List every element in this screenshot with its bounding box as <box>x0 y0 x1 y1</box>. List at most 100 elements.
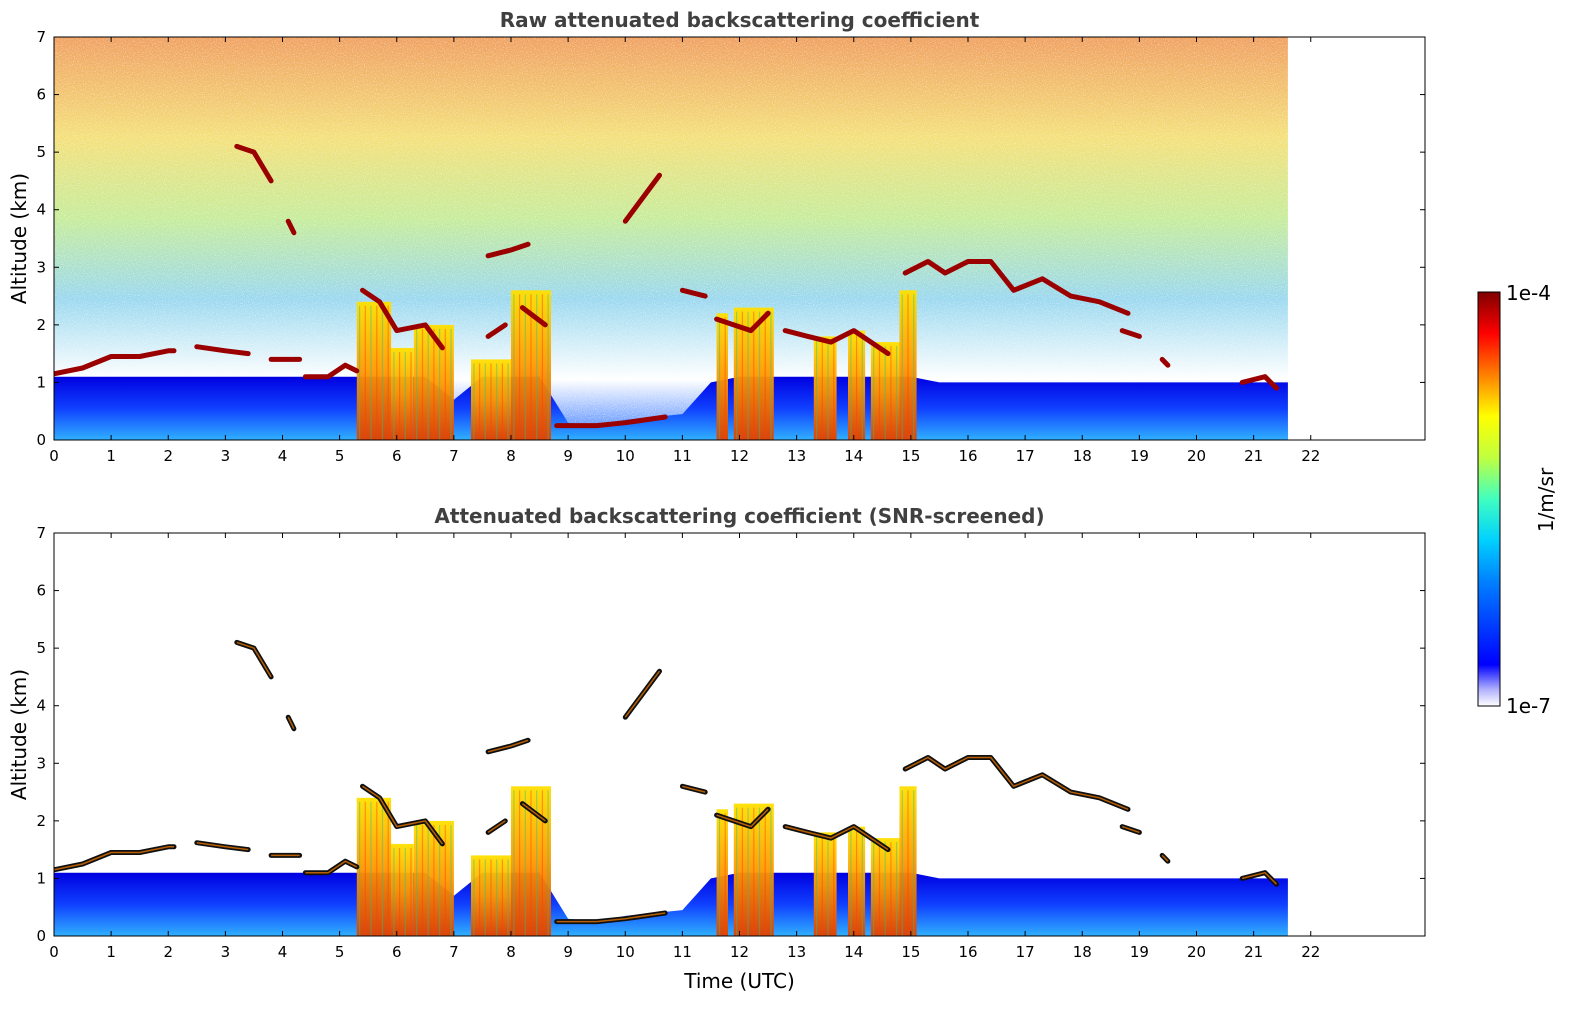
y-tick-label: 2 <box>36 812 46 830</box>
x-tick-label: 22 <box>1301 943 1320 961</box>
precipitation-column <box>716 313 728 440</box>
cloud-layer-edge <box>287 716 295 730</box>
precipitation-column <box>471 855 511 936</box>
colorbar-scale <box>1477 291 1501 707</box>
cloud-layer <box>782 328 891 357</box>
x-tick-label: 20 <box>1187 943 1206 961</box>
precipitation-column <box>848 826 866 936</box>
y-tick-label: 3 <box>36 754 46 772</box>
y-tick-label: 6 <box>36 86 46 104</box>
cloud-layer <box>194 344 251 357</box>
cloud-layer-edge <box>1242 871 1278 885</box>
x-tick-label: 8 <box>506 943 516 961</box>
cloud-layer <box>679 287 708 299</box>
precipitation-column <box>870 838 900 936</box>
plot-area-1 <box>54 37 1288 440</box>
chart-title: Attenuated backscattering coefficient (S… <box>434 504 1044 528</box>
precipitation-column <box>413 324 454 440</box>
cloud-layer-edge <box>716 808 769 828</box>
cloud-layer <box>1239 374 1279 391</box>
cloud-layer-edge <box>196 841 249 851</box>
cloud-layer-edge <box>487 739 529 753</box>
cloud-layer <box>54 348 177 377</box>
x-tick-label: 3 <box>221 943 231 961</box>
y-tick-label: 5 <box>36 143 46 161</box>
y-tick-label: 1 <box>36 869 46 887</box>
precipitation-column <box>391 843 414 936</box>
x-tick-label: 4 <box>278 447 288 465</box>
precipitation-column <box>356 797 392 936</box>
y-tick-label: 2 <box>36 316 46 334</box>
y-tick-label: 6 <box>36 582 46 600</box>
x-tick-label: 8 <box>506 447 516 465</box>
cloud-layer-edge <box>1161 854 1169 862</box>
x-tick-label: 5 <box>335 447 345 465</box>
y-axis-label: Altitude (km) <box>7 173 31 304</box>
x-tick-label: 16 <box>958 943 977 961</box>
x-tick-label: 10 <box>616 943 635 961</box>
x-axis-label: Time (UTC) <box>683 969 795 993</box>
x-tick-label: 20 <box>1187 447 1206 465</box>
plot-area-2 <box>54 639 1288 936</box>
x-tick-label: 10 <box>616 447 635 465</box>
x-tick-label: 9 <box>563 447 573 465</box>
y-tick-label: 3 <box>36 258 46 276</box>
x-tick-label: 18 <box>1073 447 1092 465</box>
cloud-layer <box>360 287 445 351</box>
noise-speckle <box>54 37 1288 440</box>
y-tick-label: 7 <box>36 28 46 46</box>
x-tick-label: 5 <box>335 943 345 961</box>
cloud-layer-edge <box>624 670 661 718</box>
x-tick-label: 17 <box>1016 447 1035 465</box>
y-tick-label: 7 <box>36 524 46 542</box>
precipitation-column <box>899 786 917 936</box>
x-tick-label: 21 <box>1244 447 1263 465</box>
cloud-layer-edge <box>521 803 546 822</box>
cloud-layer-edge <box>785 825 889 851</box>
x-tick-label: 11 <box>673 943 692 961</box>
precipitation-column <box>413 820 454 936</box>
cloud-layer-edge <box>556 912 666 923</box>
x-tick-label: 1 <box>106 943 116 961</box>
x-tick-label: 7 <box>449 943 459 961</box>
x-tick-label: 18 <box>1073 943 1092 961</box>
boundary-layer <box>54 872 1288 936</box>
cloud-layer-edge <box>1121 825 1140 834</box>
cloud-layer <box>902 259 1131 316</box>
x-tick-label: 1 <box>106 447 116 465</box>
precipitation-column <box>870 342 900 440</box>
colorbar: 1e-4 1e-7 1/m/sr <box>1477 281 1558 718</box>
x-tick-label: 15 <box>901 943 920 961</box>
cloud-layer <box>302 362 360 380</box>
y-tick-label: 0 <box>36 927 46 945</box>
x-tick-label: 4 <box>278 943 288 961</box>
cloud-layer-edge <box>682 785 706 793</box>
cloud-layer <box>1159 356 1171 368</box>
colorbar-unit-label: 1/m/sr <box>1534 467 1558 532</box>
panel-2: Attenuated backscattering coefficient (S… <box>7 504 1426 993</box>
y-tick-label: 4 <box>36 201 46 219</box>
cloud-layer <box>234 143 274 184</box>
x-tick-label: 22 <box>1301 447 1320 465</box>
cloud-layer <box>485 322 508 339</box>
precipitation-column <box>716 809 728 936</box>
x-tick-label: 6 <box>392 943 402 961</box>
cloud-layer <box>519 305 548 328</box>
x-tick-label: 16 <box>958 447 977 465</box>
x-tick-label: 19 <box>1130 447 1149 465</box>
y-tick-label: 1 <box>36 373 46 391</box>
x-tick-label: 17 <box>1016 943 1035 961</box>
x-tick-label: 0 <box>49 943 59 961</box>
cloud-layer <box>622 172 662 224</box>
x-tick-label: 0 <box>49 447 59 465</box>
x-tick-label: 13 <box>787 943 806 961</box>
cloud-layer <box>285 218 297 236</box>
y-tick-label: 4 <box>36 697 46 715</box>
colorbar-max-label: 1e-4 <box>1506 281 1551 305</box>
y-tick-label: 0 <box>36 431 46 449</box>
precipitation-column <box>356 301 392 440</box>
precipitation-column <box>391 347 414 440</box>
x-tick-label: 2 <box>163 943 173 961</box>
x-tick-label: 11 <box>673 447 692 465</box>
